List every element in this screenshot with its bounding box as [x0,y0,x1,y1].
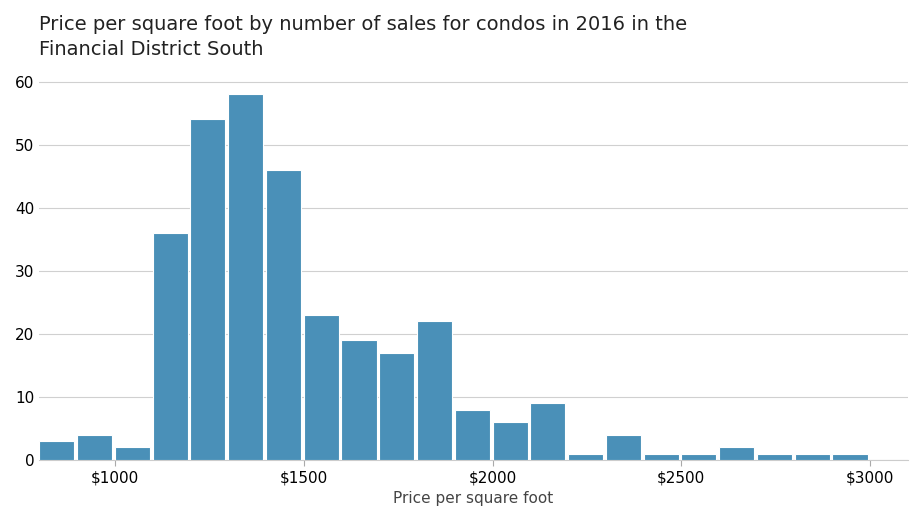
Bar [228,94,263,460]
Bar [304,315,339,460]
Bar [833,454,868,460]
Bar [40,441,75,460]
Bar [757,454,792,460]
Bar [190,119,225,460]
Bar [643,454,678,460]
Bar [152,233,187,460]
Bar [795,454,830,460]
Bar [77,435,112,460]
Bar [455,410,490,460]
X-axis label: Price per square foot: Price per square foot [393,491,554,506]
Text: Price per square foot by number of sales for condos in 2016 in the
Financial Dis: Price per square foot by number of sales… [40,15,688,59]
Bar [605,435,641,460]
Bar [568,454,603,460]
Bar [266,170,301,460]
Bar [681,454,716,460]
Bar [417,321,452,460]
Bar [531,403,566,460]
Bar [379,353,414,460]
Bar [719,448,754,460]
Bar [493,422,528,460]
Bar [114,448,150,460]
Bar [342,340,377,460]
